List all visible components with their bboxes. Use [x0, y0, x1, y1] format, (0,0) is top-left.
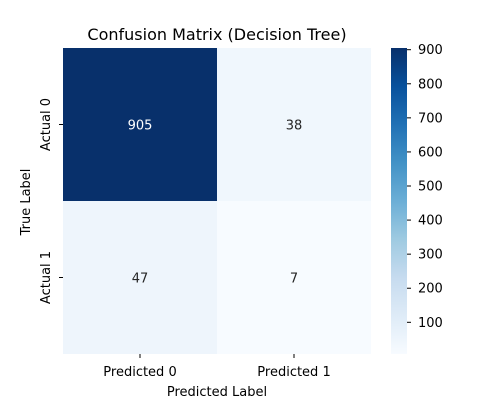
x-tick-label-1: Predicted 1	[257, 365, 330, 380]
y-tick-label-0: Actual 0	[39, 98, 54, 151]
x-tick-label-0: Predicted 0	[103, 365, 176, 380]
colorbar-tick-label-4: 500	[418, 180, 443, 195]
colorbar-tick-label-3: 400	[418, 214, 443, 229]
colorbar-tick-label-8: 900	[418, 43, 443, 58]
cell-value-r1-c0: 47	[132, 272, 149, 287]
colorbar	[391, 48, 407, 354]
y-axis-label: True Label	[19, 169, 34, 237]
chart-title: Confusion Matrix (Decision Tree)	[87, 25, 346, 44]
colorbar-tick-label-1: 200	[418, 282, 443, 297]
heatmap-cell-r0-c1	[217, 48, 371, 201]
colorbar-tick-label-0: 100	[418, 316, 443, 331]
cell-value-r1-c1: 7	[290, 272, 298, 287]
cell-value-r0-c1: 38	[286, 119, 303, 134]
heatmap-cell-r0-c0	[63, 48, 217, 201]
heatmap-cells	[63, 48, 371, 354]
colorbar-tick-label-6: 700	[418, 111, 443, 126]
colorbar-tick-label-7: 800	[418, 77, 443, 92]
y-axis-ticks: Actual 0 Actual 1	[39, 98, 63, 304]
heatmap-cell-r1-c1	[217, 201, 371, 354]
y-tick-label-1: Actual 1	[39, 251, 54, 304]
heatmap-cell-labels: 905 38 47 7	[128, 119, 303, 287]
cell-value-r0-c0: 905	[128, 119, 153, 134]
x-axis-ticks: Predicted 0 Predicted 1	[103, 354, 331, 380]
heatmap-cell-r1-c0	[63, 201, 217, 354]
colorbar-ticks: 100 200 300 400 500 600 700 800 900	[407, 43, 443, 331]
x-axis-label: Predicted Label	[167, 385, 267, 400]
colorbar-tick-label-5: 600	[418, 145, 443, 160]
colorbar-tick-label-2: 300	[418, 248, 443, 263]
